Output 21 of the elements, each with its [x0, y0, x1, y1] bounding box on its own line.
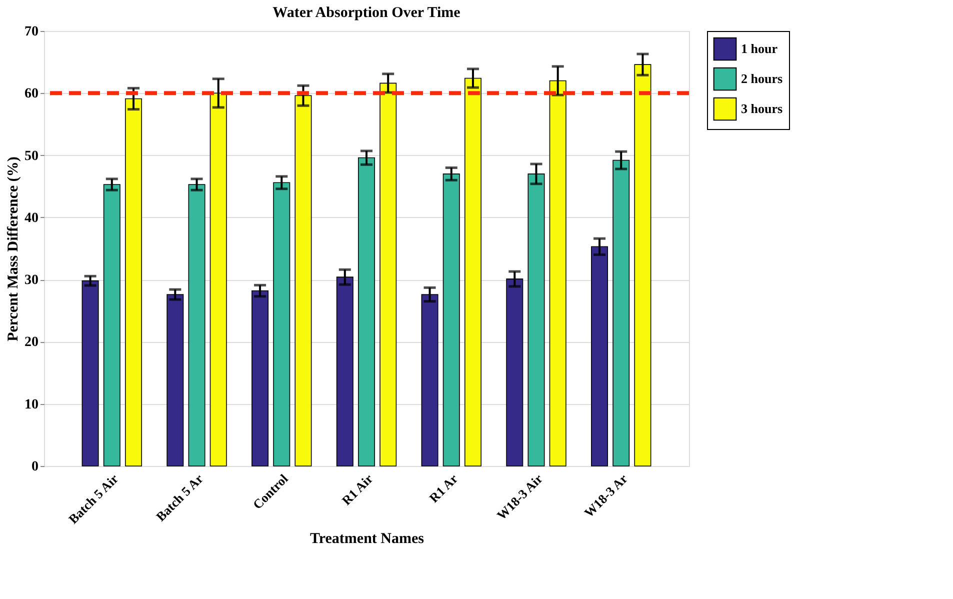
y-axis-title: Percent Mass Difference (%): [6, 156, 22, 342]
legend-label: 1 hour: [741, 41, 778, 56]
chart-title: Water Absorption Over Time: [272, 5, 461, 21]
x-axis-title: Treatment Names: [310, 531, 424, 548]
bar: [82, 280, 99, 466]
y-tick-label: 30: [24, 273, 38, 288]
y-tick-label: 70: [24, 24, 38, 40]
bar: [103, 184, 120, 466]
bar: [166, 294, 184, 466]
y-tick-label: 50: [24, 148, 38, 164]
y-tick-label: 40: [24, 210, 38, 226]
bar: [188, 184, 206, 466]
y-tick-label: 0: [32, 460, 38, 474]
bar: [252, 290, 269, 466]
legend-label: 3 hours: [741, 101, 783, 116]
x-tick-label: R1 Air: [338, 470, 376, 508]
y-tick-label: 60: [24, 86, 38, 102]
y-tick-label: 10: [24, 397, 38, 412]
legend-label: 2 hours: [741, 71, 783, 86]
x-tick-label: R1 Ar: [426, 470, 461, 506]
y-tick-label: 20: [24, 335, 38, 350]
